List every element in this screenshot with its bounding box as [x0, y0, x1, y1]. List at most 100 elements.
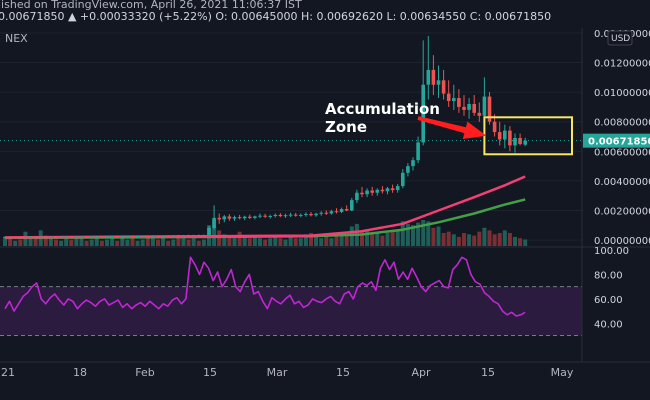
- candle-body: [365, 190, 369, 195]
- candle-body: [426, 69, 431, 85]
- candle-body: [380, 189, 385, 192]
- volume-bar: [48, 238, 53, 246]
- volume-bar: [462, 233, 466, 246]
- candle-body: [508, 130, 512, 146]
- candle-body: [232, 217, 237, 219]
- time-axis[interactable]: 21 18 Feb 15 Mar 15 Apr 15 May: [1, 366, 574, 379]
- volume-bar: [278, 238, 283, 246]
- candle-body: [89, 236, 94, 238]
- price-tick-label: 0.00600000: [594, 147, 650, 158]
- volume-bar: [110, 238, 115, 246]
- candle-body: [69, 236, 74, 238]
- price-tick-label: 0.00000000: [594, 236, 650, 247]
- volume-bar: [33, 238, 38, 246]
- annotation-arrow-icon: [417, 116, 487, 139]
- volume-bar: [375, 233, 380, 246]
- candle-body: [95, 236, 99, 238]
- candle-body: [355, 192, 359, 201]
- volume-bar: [400, 221, 405, 246]
- candle-body: [125, 235, 130, 237]
- candle-body: [452, 98, 456, 102]
- candle-body: [253, 216, 257, 218]
- candle-body: [513, 138, 517, 146]
- rsi-tick-label: 60.00: [594, 295, 623, 306]
- volume-bar: [482, 227, 487, 246]
- volume-bar: [441, 233, 446, 246]
- volume-bar: [135, 240, 140, 246]
- volume-bar: [89, 239, 94, 246]
- candle-body: [329, 211, 334, 214]
- volume-bar: [120, 236, 125, 246]
- candle-body: [227, 216, 232, 219]
- rsi-tick-label: 80.00: [594, 270, 623, 281]
- volume-bar: [405, 223, 410, 246]
- volume-bar: [329, 238, 334, 246]
- volume-bar: [497, 233, 502, 246]
- rsi-band-fill: [0, 286, 582, 336]
- price-tick-label: 0.01200000: [594, 59, 650, 70]
- candle-body: [140, 235, 145, 237]
- candle-body: [146, 235, 150, 237]
- volume-bar: [314, 235, 319, 246]
- time-tick-label: 15: [481, 366, 495, 379]
- publish-info: lished on TradingView.com, April 26, 202…: [0, 0, 302, 11]
- candle-body: [171, 235, 176, 237]
- candle-body: [100, 236, 104, 238]
- annotation-subtitle: Zone: [325, 118, 367, 136]
- time-tick-label: May: [551, 366, 574, 379]
- volume-bar: [360, 231, 364, 246]
- volume-bar: [212, 220, 217, 246]
- volume-bar: [477, 231, 482, 246]
- candle-body: [268, 215, 272, 217]
- candle-body: [33, 236, 38, 238]
- candle-body: [8, 236, 12, 238]
- candle-body: [436, 80, 441, 85]
- symbol-label: NEX: [5, 32, 28, 45]
- candlesticks: [3, 35, 527, 238]
- volume-bar: [283, 239, 288, 246]
- volume-bar: [334, 233, 339, 246]
- volume-bar: [43, 235, 48, 246]
- candle-body: [273, 214, 278, 216]
- volume-bar: [370, 234, 375, 246]
- candle-body: [503, 130, 507, 140]
- rsi-axis[interactable]: 40.00 60.00 80.00 100.00: [594, 246, 629, 330]
- volume-bar: [105, 239, 109, 246]
- candle-body: [441, 80, 446, 94]
- time-tick-label: 21: [1, 366, 15, 379]
- candle-body: [263, 215, 267, 217]
- candle-body: [222, 216, 227, 220]
- candle-body: [350, 200, 354, 211]
- candle-body: [79, 236, 84, 238]
- volume-bar: [196, 240, 201, 246]
- candle-body: [197, 235, 201, 237]
- volume-bar: [523, 239, 528, 246]
- volume-bar: [222, 234, 227, 246]
- volume-bar: [28, 236, 33, 246]
- volume-bar: [395, 230, 400, 246]
- volume-bar: [502, 230, 507, 246]
- candle-body: [44, 236, 48, 238]
- last-price-badge: [583, 133, 650, 148]
- candle-body: [375, 189, 380, 193]
- candle-body: [49, 236, 53, 238]
- volume-bar: [64, 238, 69, 246]
- candle-body: [416, 142, 420, 161]
- candle-body: [3, 236, 7, 238]
- ohlc-readout: 0.00671850 ▲ +0.00033320 (+5.22%) O: 0.0…: [0, 10, 551, 23]
- candle-body: [370, 190, 374, 193]
- volume-bar: [54, 239, 58, 246]
- candle-body: [324, 212, 329, 214]
- candle-body: [59, 236, 63, 238]
- volume-bar: [349, 226, 354, 246]
- candle-body: [217, 217, 221, 220]
- candle-body: [334, 211, 339, 213]
- time-tick-label: 15: [203, 366, 217, 379]
- volume-bar: [288, 236, 293, 246]
- currency-badge[interactable]: [607, 30, 633, 46]
- volume-bar: [416, 222, 421, 246]
- candle-body: [492, 121, 497, 133]
- candle-body: [176, 235, 181, 237]
- volume-bar: [385, 233, 390, 246]
